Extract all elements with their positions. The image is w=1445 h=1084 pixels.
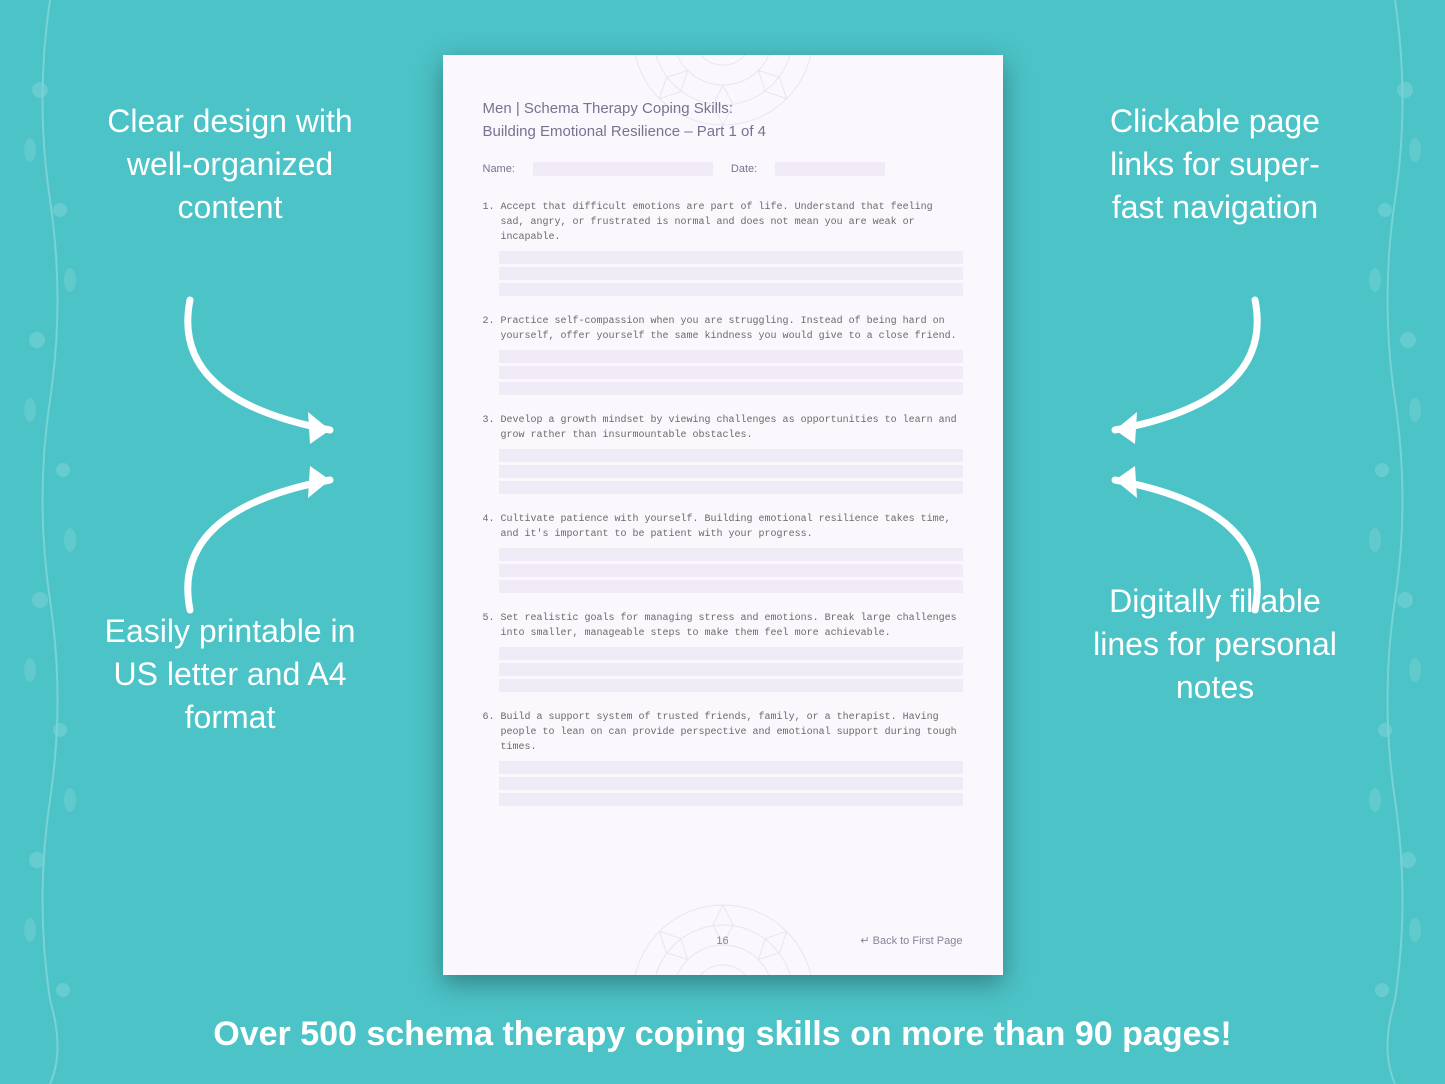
item-text: Practice self-compassion when you are st…: [501, 314, 963, 344]
worksheet-item: 1.Accept that difficult emotions are par…: [483, 200, 963, 296]
fillable-line[interactable]: [499, 481, 963, 494]
fillable-line[interactable]: [499, 647, 963, 660]
callout-top-left: Clear design with well-organized content: [100, 100, 360, 230]
fillable-line[interactable]: [499, 679, 963, 692]
fillable-lines: [499, 350, 963, 395]
fillable-line[interactable]: [499, 564, 963, 577]
item-text: Set realistic goals for managing stress …: [501, 611, 963, 641]
fillable-line[interactable]: [499, 761, 963, 774]
date-label: Date:: [731, 163, 757, 175]
item-number: 1.: [483, 200, 495, 245]
fillable-line[interactable]: [499, 465, 963, 478]
item-text: Build a support system of trusted friend…: [501, 710, 963, 755]
fillable-line[interactable]: [499, 580, 963, 593]
page-number: 16: [716, 935, 728, 947]
worksheet-item: 3.Develop a growth mindset by viewing ch…: [483, 413, 963, 494]
worksheet-item: 5.Set realistic goals for managing stres…: [483, 611, 963, 692]
floral-border-right: [1360, 0, 1430, 1084]
worksheet-item: 2.Practice self-compassion when you are …: [483, 314, 963, 395]
item-number: 2.: [483, 314, 495, 344]
name-label: Name:: [483, 163, 515, 175]
fillable-line[interactable]: [499, 548, 963, 561]
name-field[interactable]: [533, 162, 713, 176]
fillable-line[interactable]: [499, 663, 963, 676]
fillable-line[interactable]: [499, 382, 963, 395]
back-to-first-link[interactable]: ↵ Back to First Page: [860, 934, 962, 947]
bottom-banner: Over 500 schema therapy coping skills on…: [0, 1015, 1445, 1054]
page-footer: 16 ↵ Back to First Page: [483, 934, 963, 947]
fillable-lines: [499, 251, 963, 296]
doc-subtitle: Building Emotional Resilience – Part 1 o…: [483, 123, 963, 140]
item-number: 4.: [483, 512, 495, 542]
fillable-lines: [499, 548, 963, 593]
meta-row: Name: Date:: [483, 162, 963, 176]
fillable-line[interactable]: [499, 350, 963, 363]
callout-top-right: Clickable page links for super-fast navi…: [1085, 100, 1345, 230]
items-list: 1.Accept that difficult emotions are par…: [483, 200, 963, 806]
fillable-lines: [499, 449, 963, 494]
document-page: Men | Schema Therapy Coping Skills: Buil…: [443, 55, 1003, 975]
worksheet-item: 4.Cultivate patience with yourself. Buil…: [483, 512, 963, 593]
fillable-line[interactable]: [499, 777, 963, 790]
floral-border-left: [15, 0, 85, 1084]
worksheet-item: 6.Build a support system of trusted frie…: [483, 710, 963, 806]
item-text: Cultivate patience with yourself. Buildi…: [501, 512, 963, 542]
fillable-line[interactable]: [499, 366, 963, 379]
fillable-lines: [499, 647, 963, 692]
item-number: 6.: [483, 710, 495, 755]
date-field[interactable]: [775, 162, 885, 176]
item-number: 5.: [483, 611, 495, 641]
fillable-lines: [499, 761, 963, 806]
item-number: 3.: [483, 413, 495, 443]
doc-title: Men | Schema Therapy Coping Skills:: [483, 100, 963, 117]
fillable-line[interactable]: [499, 449, 963, 462]
fillable-line[interactable]: [499, 793, 963, 806]
fillable-line[interactable]: [499, 251, 963, 264]
callout-bottom-left: Easily printable in US letter and A4 for…: [100, 610, 360, 740]
item-text: Develop a growth mindset by viewing chal…: [501, 413, 963, 443]
arrow-bottom-right: [1085, 440, 1285, 620]
arrow-bottom-left: [160, 440, 360, 620]
fillable-line[interactable]: [499, 267, 963, 280]
item-text: Accept that difficult emotions are part …: [501, 200, 963, 245]
fillable-line[interactable]: [499, 283, 963, 296]
